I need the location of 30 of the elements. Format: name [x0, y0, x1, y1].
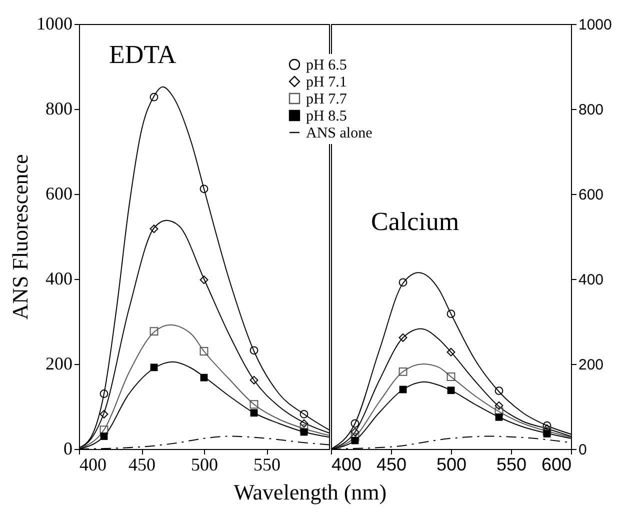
y-tick-label: 800: [46, 98, 72, 118]
legend-label: ANS alone: [306, 126, 373, 142]
x-tick-label: 400: [332, 454, 362, 474]
legend-label: pH 8.5: [306, 108, 347, 124]
y-tick-label: 1000: [36, 14, 72, 34]
y-tick-label: 200: [578, 356, 604, 374]
y-tick-label: 0: [578, 442, 587, 458]
x-tick-label: 450: [128, 454, 156, 474]
x-tick-label: 500: [436, 454, 467, 474]
y-tick-label: 400: [46, 268, 72, 288]
x-tick-label: 600: [541, 454, 572, 474]
x-tick-label: 450: [376, 454, 407, 474]
y-tick-label: 600: [46, 184, 72, 204]
text: EDTA: [109, 40, 176, 69]
y-tick-label: 1000: [578, 16, 612, 34]
legend-label: pH 7.7: [306, 92, 348, 108]
x-tick-label: 550: [496, 454, 527, 474]
x-tick-label: 500: [191, 454, 218, 474]
x-tick-label: 550: [254, 454, 280, 474]
text: Calcium: [371, 207, 460, 236]
y-tick-label: 200: [46, 354, 72, 374]
y-tick-label: 800: [578, 102, 604, 118]
legend-label: pH 6.5: [306, 58, 347, 74]
y-tick-label: 400: [578, 272, 604, 288]
y-tick-label: 600: [578, 186, 604, 204]
y-axis-title: ANS Fluorescence: [8, 154, 32, 320]
x-axis-title: Wavelength (nm): [234, 480, 387, 504]
legend-label: pH 7.1: [306, 74, 347, 90]
x-tick-label: 400: [80, 454, 106, 474]
y-tick-label: 0: [64, 438, 72, 458]
